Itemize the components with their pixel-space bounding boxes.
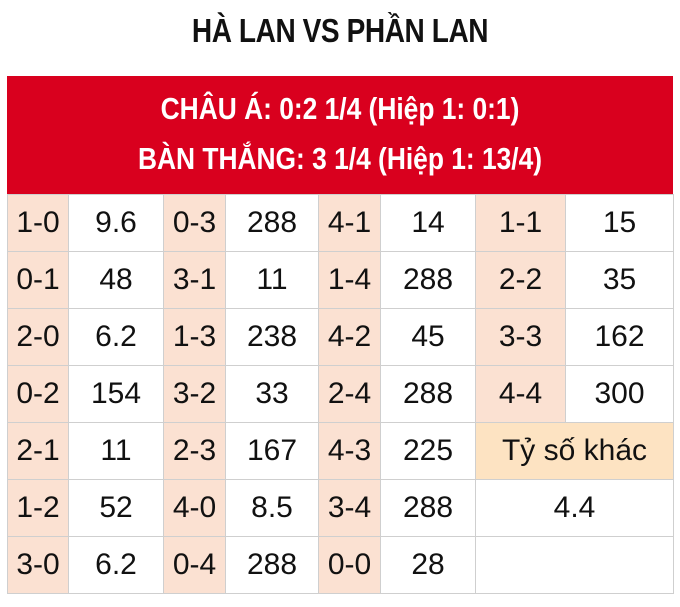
score-cell: 0-3 [163, 194, 226, 252]
score-cell: 4-4 [475, 365, 566, 423]
score-cell: 2-4 [318, 365, 381, 423]
table-row: 0-1 48 3-1 11 1-4 288 2-2 35 [7, 251, 674, 309]
odds-cell: 288 [225, 536, 319, 594]
odds-cell: 162 [565, 308, 674, 366]
other-scores-odds: 4.4 [475, 479, 674, 537]
odds-cell: 300 [565, 365, 674, 423]
score-cell: 0-2 [7, 365, 69, 423]
table-row: 2-0 6.2 1-3 238 4-2 45 3-3 162 [7, 308, 674, 366]
page-title: HÀ LAN VS PHẦN LAN [191, 12, 489, 49]
score-cell: 3-4 [318, 479, 381, 537]
odds-cell: 11 [68, 422, 164, 480]
odds-cell: 52 [68, 479, 164, 537]
odds-cell: 288 [380, 251, 476, 309]
odds-cell: 6.2 [68, 308, 164, 366]
score-cell: 4-0 [163, 479, 226, 537]
score-cell: 1-3 [163, 308, 226, 366]
odds-cell: 15 [565, 194, 674, 252]
correct-score-table: 1-0 9.6 0-3 288 4-1 14 1-1 15 0-1 48 3-1 11 1-4 288 2-… [7, 194, 674, 594]
score-cell: 1-2 [7, 479, 69, 537]
table-row: 2-1 11 2-3 167 4-3 225 Tỷ số khác [7, 422, 674, 480]
odds-cell: 45 [380, 308, 476, 366]
score-cell: 3-2 [163, 365, 226, 423]
odds-cell: 238 [225, 308, 319, 366]
total-goals-line: BÀN THẮNG: 3 1/4 (Hiệp 1: 13/4) [137, 141, 543, 176]
empty-cell [475, 536, 674, 594]
odds-cell: 48 [68, 251, 164, 309]
score-cell: 4-3 [318, 422, 381, 480]
score-cell: 2-3 [163, 422, 226, 480]
score-cell: 0-1 [7, 251, 69, 309]
odds-cell: 11 [225, 251, 319, 309]
odds-cell: 14 [380, 194, 476, 252]
table-row: 1-2 52 4-0 8.5 3-4 288 4.4 [7, 479, 674, 537]
odds-cell: 33 [225, 365, 319, 423]
table-row: 3-0 6.2 0-4 288 0-0 28 [7, 536, 674, 594]
odds-cell: 6.2 [68, 536, 164, 594]
odds-cell: 288 [225, 194, 319, 252]
odds-cell: 9.6 [68, 194, 164, 252]
score-cell: 2-0 [7, 308, 69, 366]
odds-cell: 167 [225, 422, 319, 480]
score-cell: 1-4 [318, 251, 381, 309]
asian-handicap-line: CHÂU Á: 0:2 1/4 (Hiệp 1: 0:1) [160, 91, 520, 126]
score-cell: 4-1 [318, 194, 381, 252]
table-row: 0-2 154 3-2 33 2-4 288 4-4 300 [7, 365, 674, 423]
score-cell: 3-0 [7, 536, 69, 594]
odds-cell: 28 [380, 536, 476, 594]
table-row: 1-0 9.6 0-3 288 4-1 14 1-1 15 [7, 194, 674, 252]
odds-cell: 154 [68, 365, 164, 423]
odds-cell: 35 [565, 251, 674, 309]
odds-cell: 288 [380, 365, 476, 423]
score-cell: 3-1 [163, 251, 226, 309]
odds-cell: 225 [380, 422, 476, 480]
score-cell: 4-2 [318, 308, 381, 366]
odds-header: CHÂU Á: 0:2 1/4 (Hiệp 1: 0:1) BÀN THẮNG:… [7, 76, 673, 194]
score-cell: 2-2 [475, 251, 566, 309]
odds-cell: 8.5 [225, 479, 319, 537]
score-cell: 2-1 [7, 422, 69, 480]
score-cell: 1-0 [7, 194, 69, 252]
odds-cell: 288 [380, 479, 476, 537]
score-cell: 0-0 [318, 536, 381, 594]
score-cell: 3-3 [475, 308, 566, 366]
score-cell: 0-4 [163, 536, 226, 594]
score-cell: 1-1 [475, 194, 566, 252]
other-scores-label: Tỷ số khác [475, 422, 674, 480]
